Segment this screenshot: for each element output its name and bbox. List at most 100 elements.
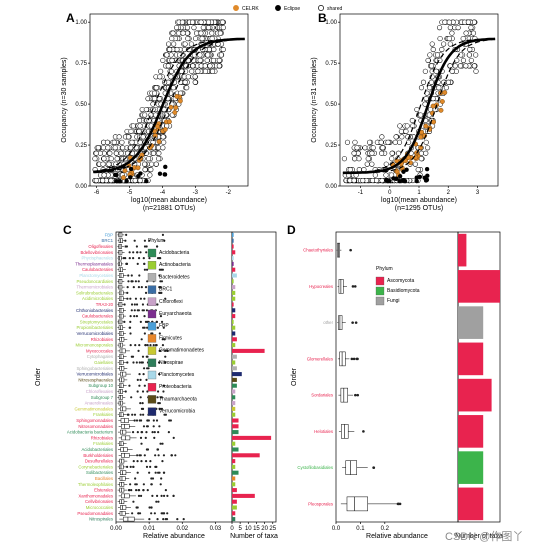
taxa-count-bar (232, 354, 237, 359)
otu-point-celrk (439, 99, 445, 104)
outlier-point (157, 431, 160, 434)
outlier-point (136, 431, 139, 434)
otu-point-shared (169, 35, 175, 42)
outlier-point (163, 338, 166, 341)
box (340, 387, 348, 403)
outlier-point (160, 320, 164, 323)
order-label: Solirubrobacterales (76, 290, 113, 295)
otu-point-shared (108, 177, 114, 184)
outlier-point (138, 274, 141, 277)
otu-point-eclipse (128, 166, 134, 172)
otu-point-shared (422, 68, 428, 74)
outlier-point (146, 344, 149, 347)
otu-point-shared (389, 150, 395, 156)
box (118, 284, 123, 290)
otu-point-shared (341, 156, 347, 162)
box (346, 496, 368, 512)
legend-key-eclipse (275, 5, 281, 11)
outlier-point (150, 477, 153, 480)
outlier-point (134, 483, 137, 486)
outlier-point (132, 251, 135, 254)
otu-point-shared (446, 35, 452, 42)
otu-point-shared (354, 145, 360, 151)
order-label: Caulobacterales (82, 267, 113, 272)
taxa-count-bar (232, 232, 234, 237)
box (119, 290, 124, 296)
outlier-point (126, 297, 129, 300)
panel-b-scatter: B -1 0 1 2 3 0.00 0.25 0.50 0.75 1.00 log10(mean a… (311, 11, 499, 212)
outlier-point (148, 239, 151, 242)
otu-point-shared (425, 145, 431, 151)
taxa-count-bar (232, 296, 236, 301)
outlier-point (353, 285, 357, 288)
order-label: Cystofilobasidiales (297, 465, 333, 470)
outlier-point (135, 361, 138, 364)
outlier-point (130, 309, 133, 312)
otu-point-shared (209, 68, 216, 74)
bar-x-tick-label: 0 (230, 526, 234, 532)
otu-point-shared (220, 46, 226, 53)
box (339, 351, 346, 367)
outlier-point (133, 303, 136, 306)
otu-point-shared (436, 25, 443, 31)
otu-point-shared (365, 156, 371, 162)
otu-point-shared (106, 161, 112, 167)
taxa-count-bar (232, 331, 236, 336)
otu-point-shared (108, 156, 114, 162)
outlier-point (137, 280, 140, 283)
outlier-point (164, 518, 167, 521)
taxa-count-bar (232, 308, 236, 313)
outlier-point (139, 436, 143, 439)
outlier-point (127, 274, 130, 277)
outlier-point (182, 518, 185, 521)
otu-point-shared (428, 63, 435, 69)
otu-point-shared (356, 156, 362, 162)
box (119, 487, 125, 493)
outlier-point (135, 506, 138, 509)
taxa-count-bar (232, 302, 234, 307)
outlier-point (372, 466, 376, 469)
outlier-point (139, 378, 142, 381)
outlier-point (144, 291, 148, 294)
outlier-point (154, 471, 157, 474)
outlier-point (135, 303, 139, 306)
box (118, 342, 123, 348)
otu-point-celrk (121, 175, 126, 180)
order-label: Sordariales (311, 393, 333, 398)
otu-point-shared (206, 46, 212, 53)
box (118, 389, 123, 394)
outlier-point (362, 430, 365, 433)
outlier-point (168, 419, 171, 422)
otu-point-shared (151, 90, 158, 96)
outlier-point (146, 326, 149, 329)
otu-point-shared (204, 57, 210, 63)
taxa-count-bar (458, 451, 484, 484)
otu-point-shared (92, 156, 98, 162)
otu-point-eclipse (402, 178, 408, 184)
outlier-point (161, 442, 164, 445)
otu-point-shared (113, 150, 119, 156)
order-label: Nitrososphaerales (78, 377, 113, 382)
outlier-point (135, 315, 139, 318)
order-label: Xanthomonadales (78, 493, 113, 498)
outlier-point (139, 413, 142, 416)
phylum-legend-c-key (147, 261, 157, 270)
taxa-count-bar (232, 343, 236, 348)
outlier-point (129, 483, 132, 486)
taxa-count-bar (232, 406, 236, 411)
outlier-point (155, 344, 158, 347)
otu-point-eclipse (117, 178, 123, 184)
outlier-point (398, 502, 402, 506)
outlier-point (132, 286, 135, 289)
order-label: Nitrospirales (89, 517, 113, 522)
otu-point-shared (189, 68, 195, 74)
otu-point-eclipse (414, 178, 419, 184)
outlier-point (150, 483, 153, 486)
otu-point-shared (137, 139, 143, 145)
box (123, 516, 135, 522)
outlier-point (144, 344, 147, 347)
outlier-point (128, 384, 131, 387)
outlier-point (159, 315, 163, 318)
otu-point-shared (111, 139, 117, 145)
outlier-point (135, 483, 138, 486)
